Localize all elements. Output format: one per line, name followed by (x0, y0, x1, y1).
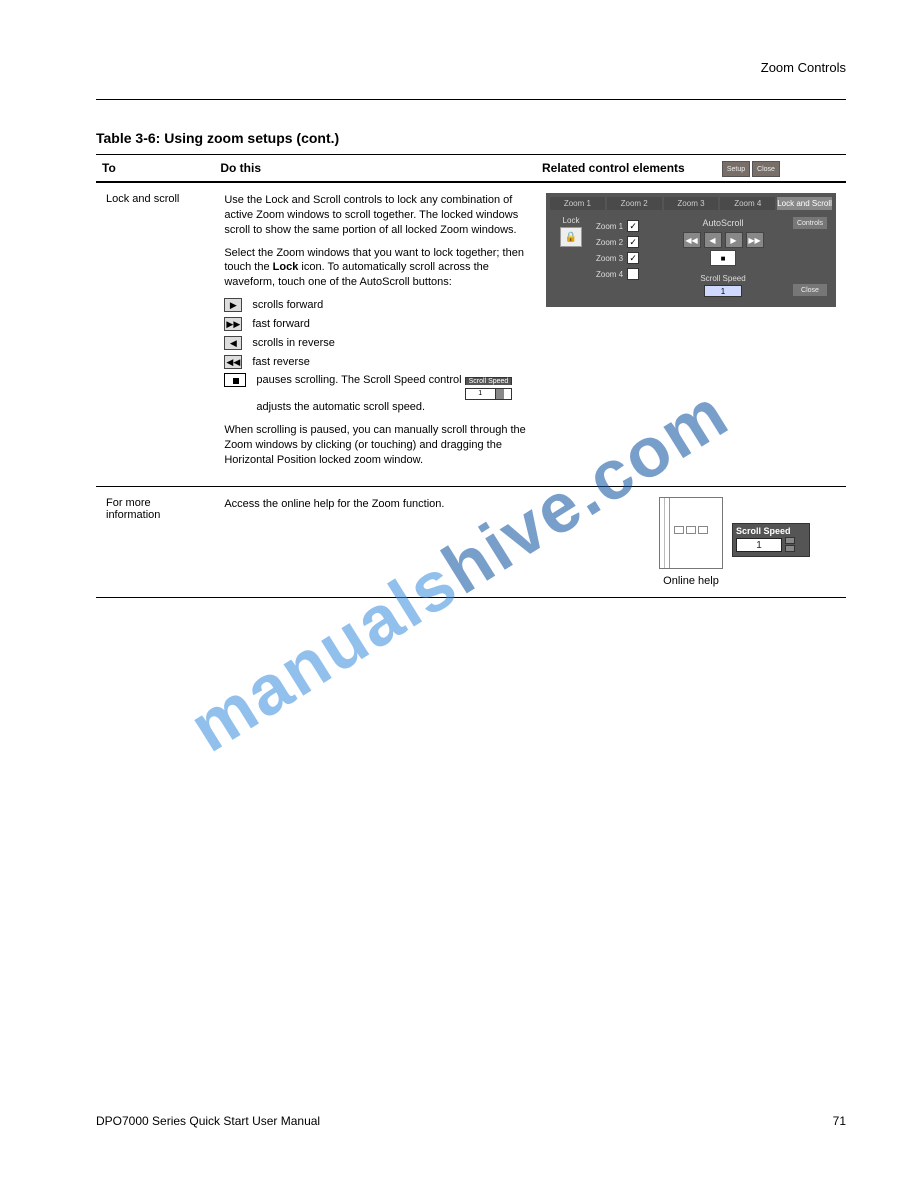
pause-icon (224, 373, 246, 387)
bullet-text: fast reverse (252, 355, 309, 370)
stop-button[interactable]: ■ (710, 250, 736, 266)
bullet-text: fast forward (252, 317, 309, 332)
col-head-to: To (96, 155, 214, 183)
lock-word: Lock (273, 261, 299, 273)
zoom2-checkbox[interactable]: ✓ (627, 236, 639, 248)
panel-close-button[interactable]: Close (792, 283, 828, 297)
zoom3-checkbox[interactable]: ✓ (627, 252, 639, 264)
page-header: Zoom Controls (96, 60, 846, 75)
setup-button[interactable]: Setup (722, 161, 750, 177)
scroll-speed-label: Scroll Speed (666, 274, 780, 283)
cell-to: Lock and scroll (96, 182, 214, 486)
lock-icon[interactable]: 🔒 (560, 227, 582, 247)
cell-related: Setup Close Zoom 1 Zoom 2 Zoom 3 Zoom 4 … (536, 182, 846, 486)
cell-do: Use the Lock and Scroll controls to lock… (214, 182, 536, 486)
tab-zoom3[interactable]: Zoom 3 (664, 197, 719, 210)
zoom-checkbox-column: Zoom 1 ✓ Zoom 2 ✓ Zoom 3 ✓ Zoom 4 (596, 216, 658, 297)
bullet-text: scrolls forward (252, 298, 323, 313)
zoom-row-label: Zoom 2 (596, 238, 623, 247)
panel-top-buttons: Setup Close (722, 161, 780, 177)
footer-left: DPO7000 Series Quick Start User Manual (96, 1114, 320, 1128)
scroll-speed-widget-value[interactable]: 1 (736, 538, 782, 552)
header-rule (96, 99, 846, 100)
play-icon: ▶ (224, 298, 242, 312)
scroll-speed-widget-label: Scroll Speed (736, 526, 806, 536)
zoom-row-label: Zoom 1 (596, 222, 623, 231)
cell-do: Access the online help for the Zoom func… (214, 486, 536, 597)
fast-forward-icon: ▶▶ (224, 317, 242, 331)
reverse-icon: ◀ (224, 336, 242, 350)
zoom1-checkbox[interactable]: ✓ (627, 220, 639, 232)
lock-label: Lock (554, 216, 588, 225)
cell-to: For more information (96, 486, 214, 597)
bullet-text: scrolls in reverse (252, 336, 335, 351)
scroll-speed-label: Scroll Speed (465, 377, 513, 385)
col-head-do: Do this (214, 155, 536, 183)
instruction-table: To Do this Related control elements Lock… (96, 154, 846, 598)
forward-button[interactable]: ▶ (725, 232, 743, 248)
col-head-related: Related control elements (536, 155, 846, 183)
page-footer: DPO7000 Series Quick Start User Manual 7… (96, 1114, 846, 1128)
fast-reverse-button[interactable]: ◀◀ (683, 232, 701, 248)
stepper-up-icon[interactable] (785, 537, 795, 544)
tab-lock-scroll[interactable]: Lock and Scroll (777, 197, 832, 210)
fast-forward-button[interactable]: ▶▶ (746, 232, 764, 248)
scroll-speed-inline: Scroll Speed 1 (465, 373, 513, 400)
para-text: Use the Lock and Scroll controls to lock… (224, 194, 518, 236)
fast-reverse-icon: ◀◀ (224, 355, 242, 369)
stepper-down-icon[interactable] (785, 545, 795, 552)
bullet-text: adjusts the automatic scroll speed. (256, 401, 425, 413)
book-icon (659, 497, 723, 569)
lock-scroll-panel: Zoom 1 Zoom 2 Zoom 3 Zoom 4 Lock and Scr… (546, 193, 836, 307)
autoscroll-label: AutoScroll (666, 218, 780, 228)
close-button[interactable]: Close (752, 161, 780, 177)
related-label: Online help (546, 575, 836, 587)
scroll-speed-widget[interactable]: Scroll Speed 1 (732, 523, 810, 557)
table-title: Table 3-6: Using zoom setups (cont.) (96, 130, 846, 146)
para-text: Access the online help for the Zoom func… (224, 498, 444, 510)
tab-zoom2[interactable]: Zoom 2 (607, 197, 662, 210)
para-text: When scrolling is paused, you can manual… (224, 424, 525, 466)
zoom-row-label: Zoom 3 (596, 254, 623, 263)
zoom-row-label: Zoom 4 (596, 270, 623, 279)
bullet-text: pauses scrolling. The Scroll Speed contr… (256, 374, 464, 386)
controls-button[interactable]: Controls (792, 216, 828, 230)
footer-page-number: 71 (833, 1114, 846, 1128)
scroll-speed-input[interactable]: 1 (704, 285, 742, 297)
table-row: Lock and scroll Use the Lock and Scroll … (96, 182, 846, 486)
reverse-button[interactable]: ◀ (704, 232, 722, 248)
tab-zoom4[interactable]: Zoom 4 (720, 197, 775, 210)
tab-zoom1[interactable]: Zoom 1 (550, 197, 605, 210)
zoom4-checkbox[interactable] (627, 268, 639, 280)
